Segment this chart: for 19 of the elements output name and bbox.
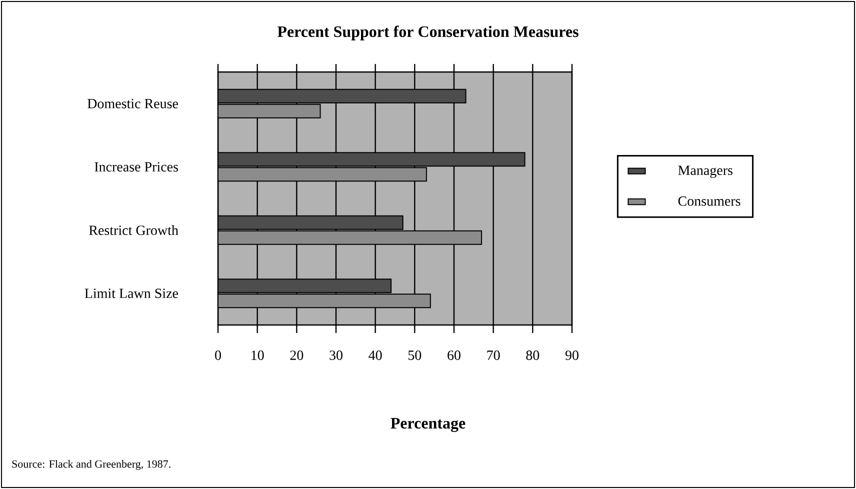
legend-label: Managers: [678, 166, 732, 178]
source-note: Source: Flack and Greenberg, 1987.: [12, 460, 170, 470]
x-tick-label: 10: [252, 350, 264, 360]
x-tick-label: 40: [368, 350, 382, 360]
x-tick-label: 0: [215, 350, 221, 360]
x-tick-label: 50: [408, 350, 422, 360]
x-axis-title: Percentage: [390, 418, 466, 432]
x-tick-label: 60: [448, 350, 460, 360]
y-tick-label: Limit Lawn Size: [84, 288, 178, 298]
y-tick-label: Restrict Growth: [89, 225, 178, 236]
x-tick-label: 70: [487, 350, 500, 360]
y-tick-label: Domestic Reuse: [88, 98, 178, 108]
chart-title: Percent Support for Conservation Measures: [277, 26, 578, 40]
x-tick-label: 20: [290, 350, 304, 360]
x-tick-label: 80: [526, 350, 540, 360]
x-tick-label: 30: [330, 350, 342, 360]
y-tick-label: Increase Prices: [94, 162, 178, 172]
legend-label: Consumers: [678, 196, 740, 206]
x-tick-label: 90: [565, 350, 578, 360]
